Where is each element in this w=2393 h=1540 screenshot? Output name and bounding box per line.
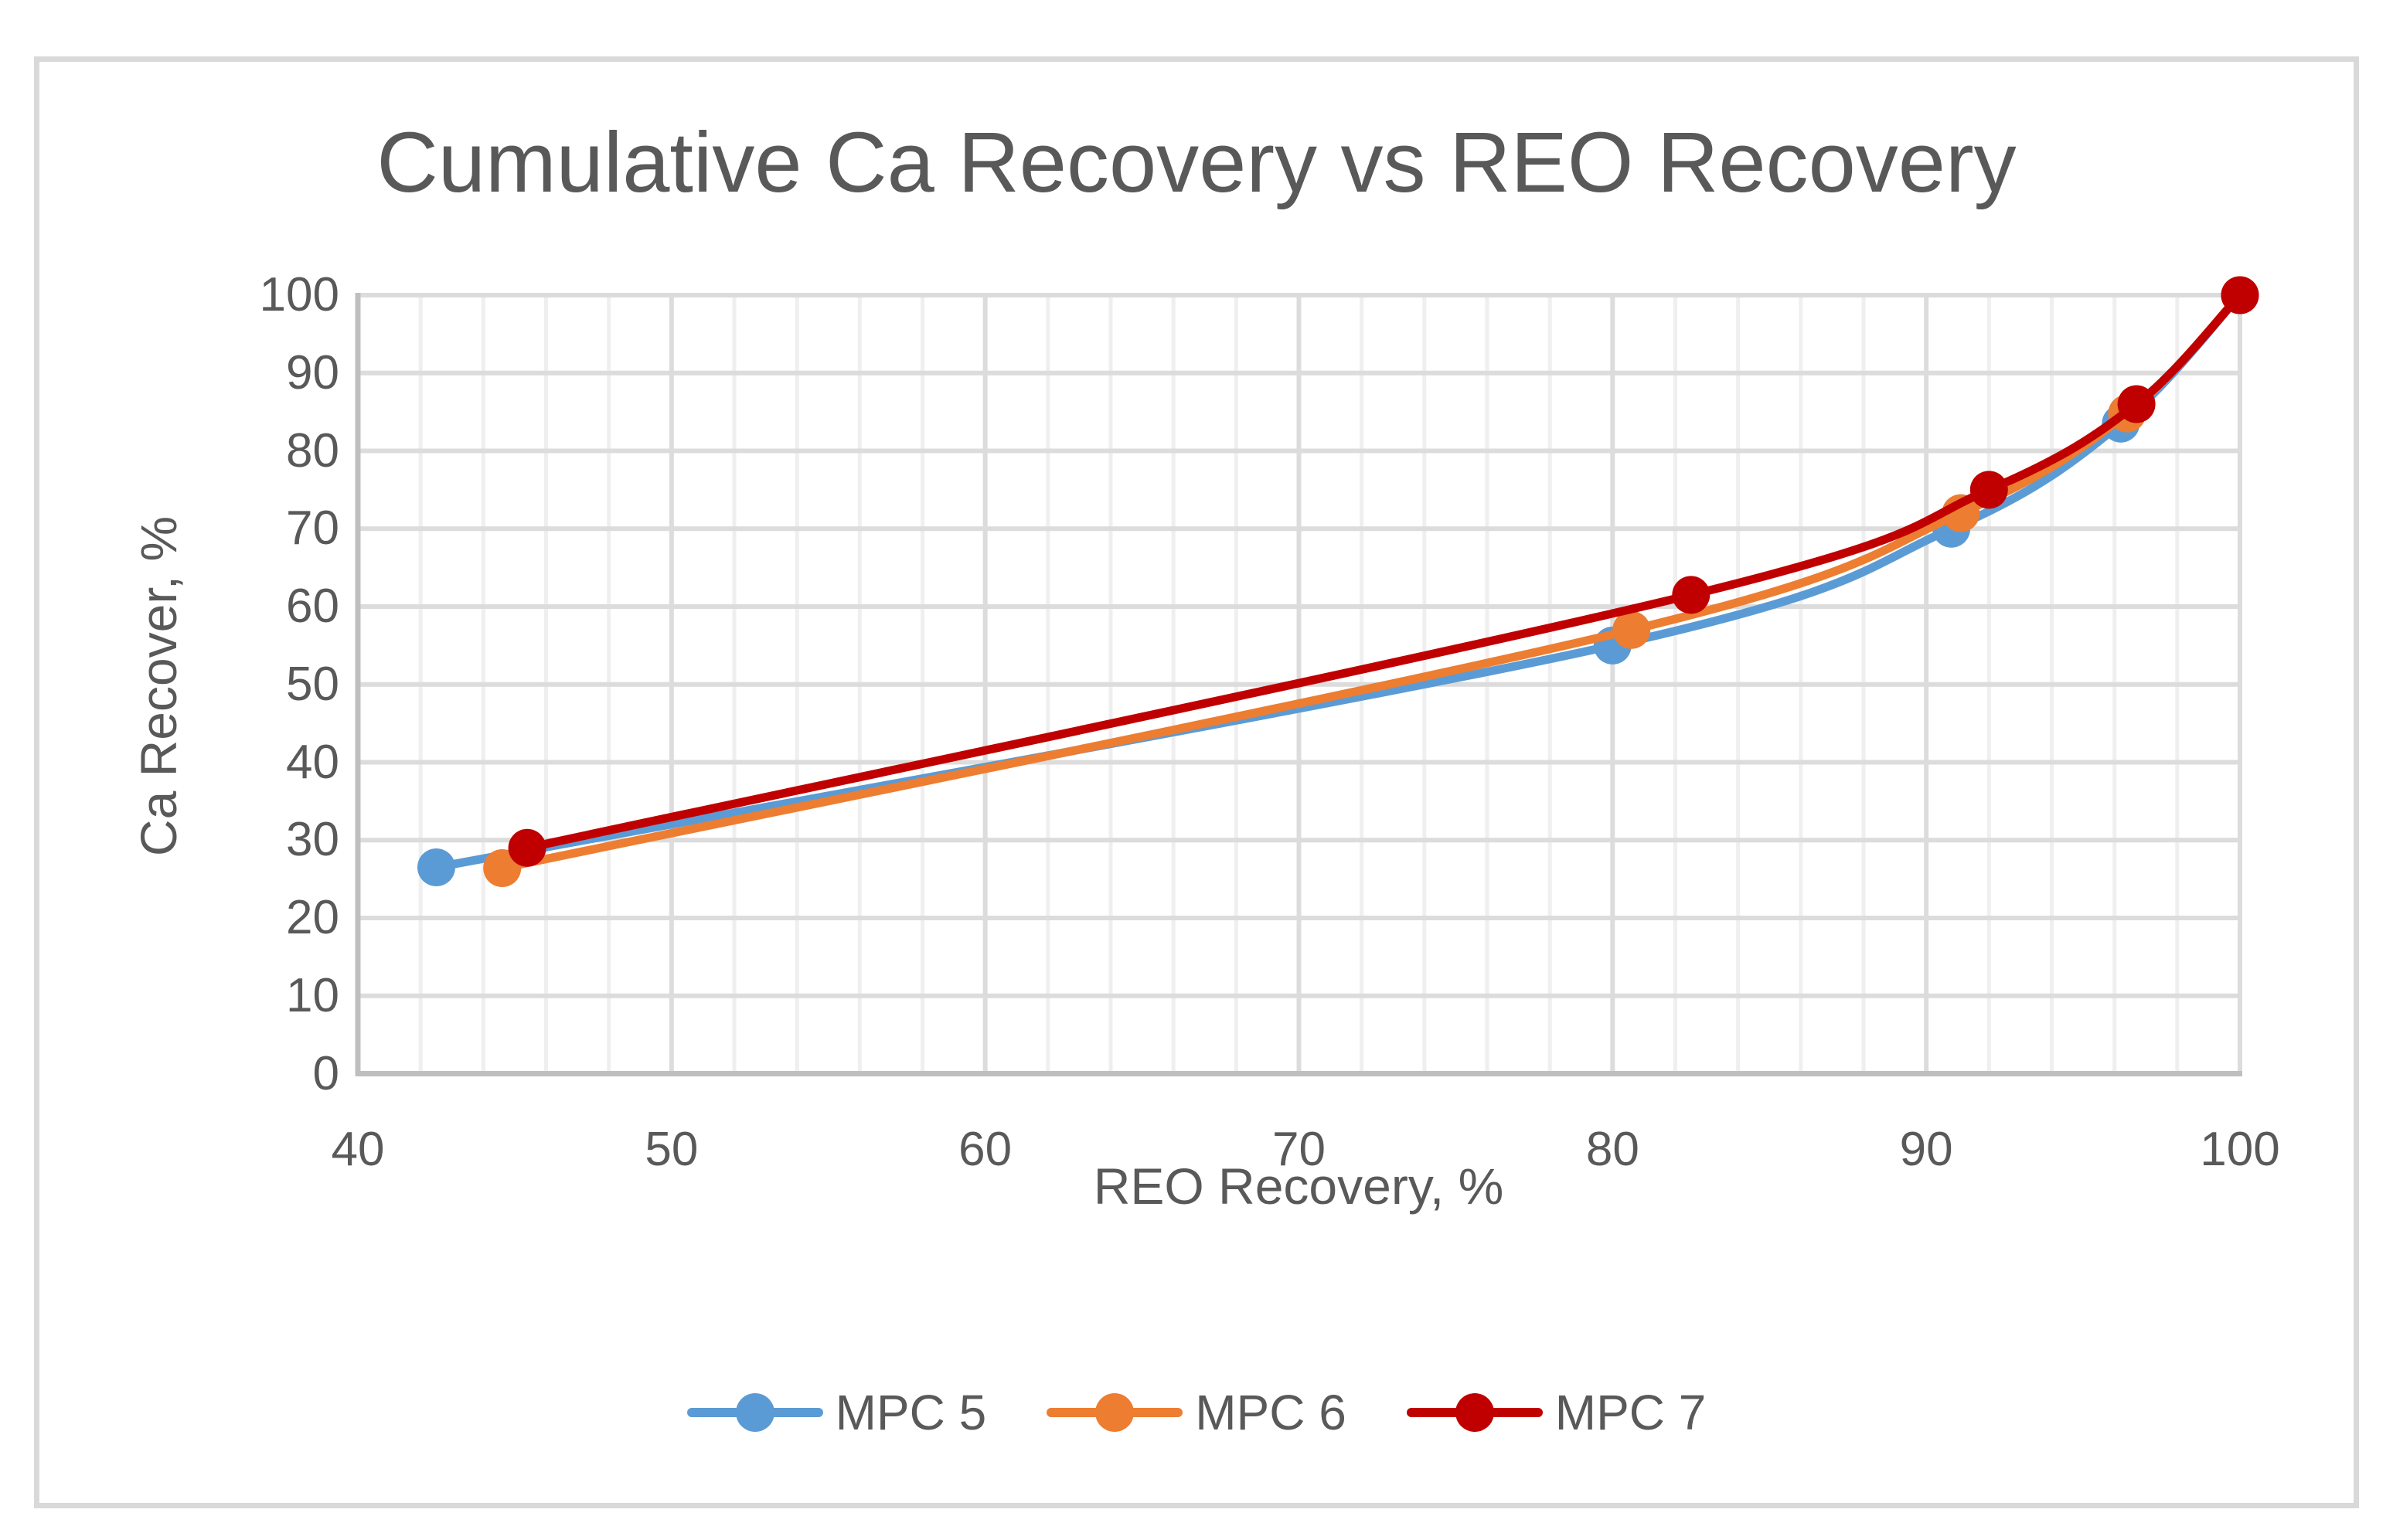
series-marker-mpc-5 — [417, 848, 455, 886]
legend-marker-mpc-5 — [686, 1393, 823, 1432]
y-tick-label: 30 — [286, 813, 339, 867]
plot-area — [355, 276, 2259, 1076]
x-tick-label: 100 — [2200, 1123, 2280, 1176]
series-line-mpc-7 — [523, 291, 2245, 852]
legend-item-mpc-7: MPC 7 — [1406, 1384, 1707, 1441]
series-marker-mpc-7 — [2221, 276, 2259, 314]
x-tick-label: 40 — [331, 1123, 385, 1176]
y-tick-label: 10 — [286, 968, 339, 1022]
x-tick-label: 50 — [645, 1123, 699, 1176]
chart-legend: MPC 5 MPC 6 MPC 7 — [34, 1370, 2359, 1455]
legend-item-mpc-6: MPC 6 — [1047, 1384, 1346, 1441]
legend-label-mpc-6: MPC 6 — [1195, 1385, 1346, 1440]
series-marker-mpc-6 — [1612, 610, 1651, 649]
series-marker-mpc-6 — [483, 849, 522, 887]
y-tick-label: 50 — [286, 657, 339, 711]
x-tick-label: 60 — [958, 1123, 1013, 1176]
y-tick-label: 40 — [286, 735, 339, 789]
x-tick-label: 90 — [1899, 1123, 1953, 1176]
chart-title: Cumulative Ca Recovery vs REO Recovery — [376, 115, 2017, 210]
y-tick-label: 20 — [286, 891, 339, 944]
y-tick-label: 100 — [259, 268, 339, 321]
legend-marker-mpc-6 — [1047, 1393, 1183, 1432]
y-tick-label: 80 — [286, 423, 339, 478]
y-tick-label: 70 — [286, 501, 339, 556]
series-marker-mpc-7 — [2117, 385, 2156, 423]
y-tick-label: 0 — [312, 1046, 339, 1100]
y-tick-label: 90 — [286, 345, 339, 399]
series-line-mpc-5 — [431, 291, 2245, 872]
series-marker-mpc-7 — [1969, 471, 2008, 509]
legend-marker-mpc-7 — [1406, 1393, 1543, 1432]
x-tick-label: 70 — [1272, 1123, 1326, 1176]
chart-canvas: Cumulative Ca Recovery vs REO Recovery 0… — [34, 56, 2359, 1508]
series-marker-mpc-7 — [508, 828, 546, 867]
legend-label-mpc-5: MPC 5 — [835, 1385, 987, 1440]
x-axis-title: REO Recovery, % — [1093, 1158, 1504, 1215]
series-line-mpc-6 — [498, 291, 2245, 873]
legend-label-mpc-7: MPC 7 — [1554, 1385, 1707, 1440]
x-tick-label: 80 — [1585, 1123, 1639, 1176]
legend-item-mpc-5: MPC 5 — [686, 1384, 987, 1441]
series-marker-mpc-7 — [1672, 576, 1711, 614]
y-tick-label: 60 — [286, 580, 339, 633]
